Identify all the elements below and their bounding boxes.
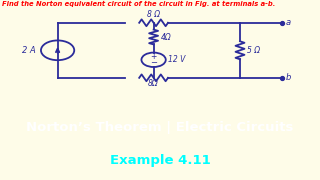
Text: 2 A: 2 A [22,46,36,55]
Text: b: b [285,73,291,82]
Text: a: a [285,18,291,27]
Text: 5 Ω: 5 Ω [247,46,260,55]
Text: Find the Norton equivalent circuit of the circuit in Fig. at terminals a-b.: Find the Norton equivalent circuit of th… [2,1,275,7]
Text: 8Ω: 8Ω [148,79,159,88]
Text: 4Ω: 4Ω [161,33,172,42]
Text: −: − [150,58,157,67]
Text: +: + [150,52,157,61]
Text: 12 V: 12 V [168,55,185,64]
Text: 8 Ω: 8 Ω [147,10,160,19]
Text: Norton’s Theorem | Electric Circuits: Norton’s Theorem | Electric Circuits [26,121,294,134]
Text: Example 4.11: Example 4.11 [110,154,210,167]
